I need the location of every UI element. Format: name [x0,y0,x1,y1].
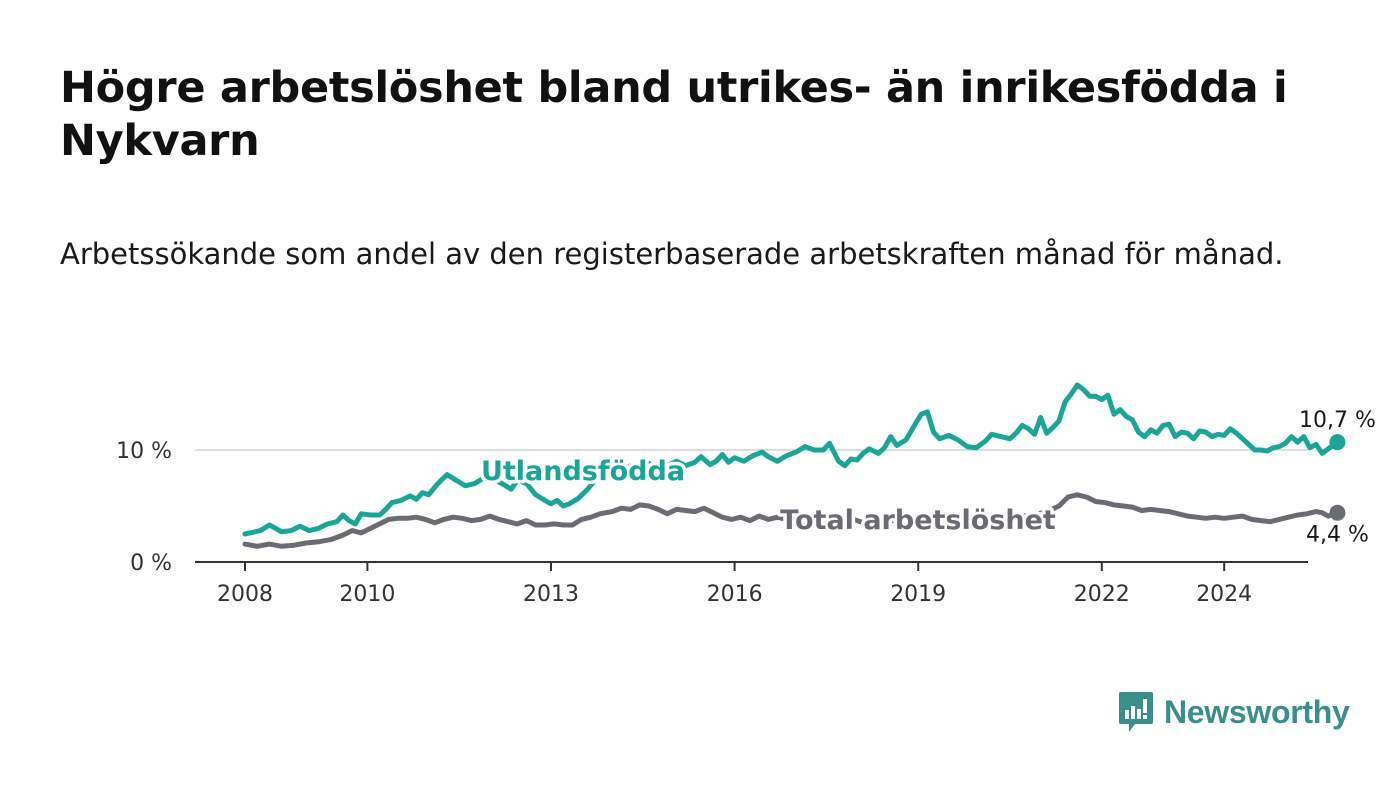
end-label-utlandsfodda: 10,7 % [1299,408,1376,433]
newsworthy-logo-icon [1119,692,1153,732]
y-tick-label: 0 % [130,551,172,576]
series-label-total: Total arbetslöshet [780,505,1056,536]
x-tick-label: 2024 [1196,582,1252,607]
series-line-total [242,492,1340,549]
series-line-utlandsfodda [242,382,1340,537]
y-tick-label: 10 % [116,439,172,464]
end-label-total: 4,4 % [1306,523,1369,548]
x-tick-label: 2019 [890,582,946,607]
series-endpoint-utlandsfodda [1329,434,1346,451]
x-tick-label: 2013 [523,582,579,607]
series-endpoint-total [1329,504,1346,521]
brand-name: Newsworthy [1164,693,1350,730]
page-title: Högre arbetslöshet bland utrikes- än inr… [60,63,1288,166]
page-subtitle: Arbetssökande som andel av den registerb… [60,237,1284,271]
x-tick-label: 2022 [1074,582,1130,607]
x-tick-label: 2010 [339,582,395,607]
x-tick-label: 2016 [707,582,763,607]
series-label-utlandsfodda: Utlandsfödda [481,456,685,487]
brand-logo: Newsworthy [1118,690,1350,734]
x-tick-label: 2008 [217,582,273,607]
